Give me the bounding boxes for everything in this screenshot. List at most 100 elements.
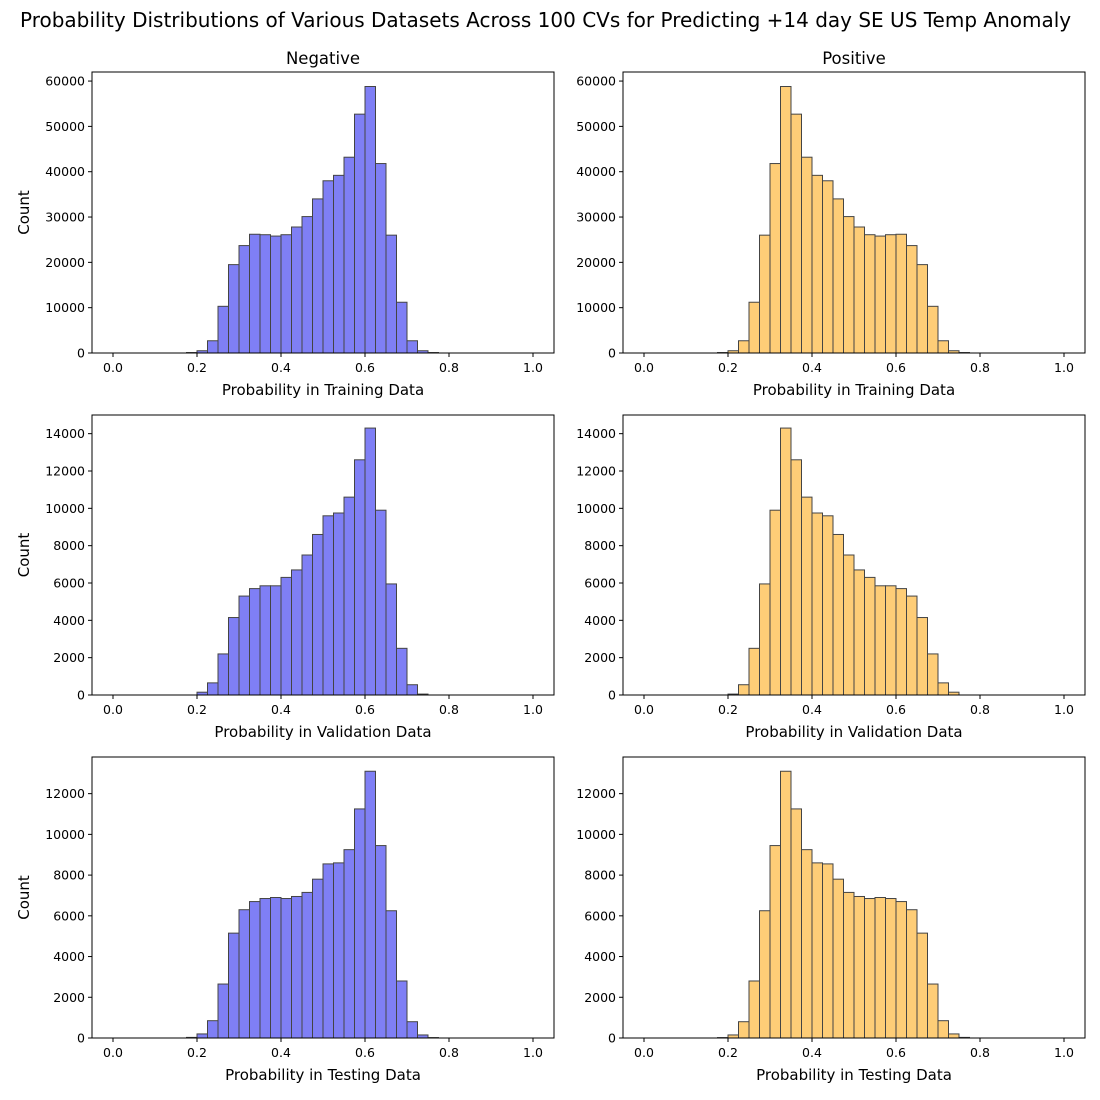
x-tick-label: 0.2: [187, 1045, 207, 1060]
histogram-bar: [238, 595, 250, 696]
subplot-row1-left: 0.0 0.2 0.4 0.6 0.8 1.0 0 10000 20000 30000 40000 5…: [15, 49, 555, 399]
x-tick-label: 0.8: [439, 702, 459, 717]
histogram-bar: [769, 163, 781, 354]
subplot-row3-right: 0.0 0.2 0.4 0.6 0.8 1.0 0 2000 4000 6000 8000 10000…: [576, 756, 1086, 1084]
x-tick-label: 0.0: [103, 702, 123, 717]
histogram-bar: [217, 653, 229, 696]
histogram-bar: [864, 898, 876, 1039]
histogram-bar: [937, 682, 949, 696]
y-tick-label: 40000: [576, 164, 616, 179]
x-axis-label: Probability in Training Data: [222, 381, 424, 399]
histogram-bar: [874, 585, 886, 696]
axes-frame: [622, 414, 1086, 696]
y-tick-label: 8000: [53, 868, 85, 883]
histogram-bar: [822, 180, 834, 354]
histogram-bar: [906, 909, 918, 1039]
histogram-bar: [801, 496, 813, 696]
y-tick-label: 6000: [53, 908, 85, 923]
y-tick-label: 10000: [576, 501, 616, 516]
histogram-bar: [759, 583, 771, 696]
histogram-bar: [748, 980, 760, 1039]
histogram-bar: [196, 1033, 208, 1039]
histogram-bar: [238, 245, 250, 354]
histogram-bar: [207, 340, 219, 354]
x-tick-label: 0.0: [634, 702, 654, 717]
x-tick-label: 0.0: [103, 360, 123, 375]
figure-title: Probability Distributions of Various Dat…: [20, 8, 1071, 32]
histogram-bar: [738, 684, 750, 696]
y-tick-label: 10000: [576, 827, 616, 842]
y-tick-label: 60000: [576, 74, 616, 89]
histogram-bar: [249, 588, 261, 696]
histogram-bar: [322, 515, 334, 696]
histogram-bar: [375, 509, 387, 696]
histogram-bar: [895, 901, 907, 1039]
histogram-bar: [406, 1021, 418, 1039]
y-tick-label: 10000: [576, 300, 616, 315]
histogram-bar: [280, 576, 292, 696]
histogram-bar: [301, 554, 313, 696]
x-tick-label: 0.6: [886, 360, 906, 375]
y-tick-label: 14000: [45, 426, 85, 441]
x-tick-label: 1.0: [1054, 360, 1074, 375]
histogram-bar: [895, 588, 907, 696]
x-axis-label: Probability in Training Data: [753, 381, 955, 399]
x-tick-label: 0.8: [970, 702, 990, 717]
histogram-bar: [906, 595, 918, 696]
histogram-bar: [790, 113, 802, 354]
histogram-bar: [790, 808, 802, 1039]
x-tick-label: 0.2: [187, 702, 207, 717]
y-tick-label: 4000: [584, 613, 616, 628]
y-tick-label: 6000: [584, 908, 616, 923]
axes-frame: [91, 756, 555, 1039]
y-tick-label: 12000: [576, 464, 616, 479]
histogram-bar: [312, 198, 324, 354]
histogram-bar: [811, 512, 823, 696]
histogram-bar: [790, 459, 802, 696]
histogram-bar: [249, 233, 261, 354]
histogram-bar: [322, 863, 334, 1039]
histogram-bar: [291, 895, 303, 1039]
histogram-bar: [406, 684, 418, 696]
histogram-bar: [217, 305, 229, 354]
y-tick-label: 10000: [45, 827, 85, 842]
histogram-bar: [801, 849, 813, 1039]
histogram-bar: [396, 980, 408, 1039]
x-tick-label: 1.0: [1054, 1045, 1074, 1060]
y-tick-label: 8000: [584, 868, 616, 883]
x-tick-label: 0.2: [718, 702, 738, 717]
y-tick-label: 2000: [53, 990, 85, 1005]
axes-frame: [91, 71, 555, 354]
histogram-bar: [822, 863, 834, 1039]
subplot-row1-right: 0.0 0.2 0.4 0.6 0.8 1.0 0 10000 20000 30000 40000 5…: [576, 49, 1086, 399]
y-tick-label: 30000: [576, 210, 616, 225]
histogram-bar: [748, 301, 760, 354]
histogram-bar: [780, 86, 792, 354]
x-tick-label: 0.0: [103, 1045, 123, 1060]
x-tick-label: 1.0: [1054, 702, 1074, 717]
y-tick-label: 0: [608, 346, 616, 361]
subplot-row2-left: 0.0 0.2 0.4 0.6 0.8 1.0 0 2000 4000 6000 8000 10000…: [15, 414, 555, 741]
histogram-bar: [738, 340, 750, 354]
histogram-bar: [312, 533, 324, 696]
histogram-bar: [259, 234, 271, 354]
histogram-bar: [301, 216, 313, 354]
x-tick-label: 0.2: [718, 1045, 738, 1060]
histogram-bar: [396, 301, 408, 354]
histogram-bar: [927, 653, 939, 696]
y-tick-label: 0: [77, 1031, 85, 1046]
histogram-bar: [853, 895, 865, 1039]
histogram-bar: [885, 234, 897, 354]
x-tick-label: 0.4: [271, 360, 291, 375]
histogram-bar: [238, 909, 250, 1039]
histogram-bar: [832, 533, 844, 696]
histogram-bar: [333, 862, 345, 1039]
histogram-bar: [748, 647, 760, 696]
y-tick-label: 50000: [576, 119, 616, 134]
histogram-bar: [364, 86, 376, 354]
histogram-bar: [270, 235, 282, 354]
histogram-bar: [280, 234, 292, 354]
histogram-bar: [769, 845, 781, 1039]
histogram-bar: [354, 459, 366, 696]
x-tick-label: 0.0: [634, 1045, 654, 1060]
